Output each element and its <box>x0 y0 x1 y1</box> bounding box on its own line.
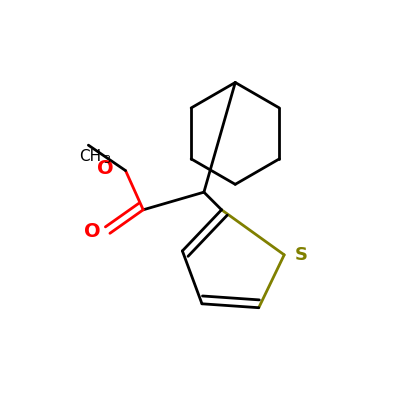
Text: S: S <box>295 246 308 264</box>
Text: O: O <box>97 159 114 178</box>
Text: 3: 3 <box>103 155 110 165</box>
Text: O: O <box>84 222 100 241</box>
Text: CH: CH <box>79 149 101 164</box>
